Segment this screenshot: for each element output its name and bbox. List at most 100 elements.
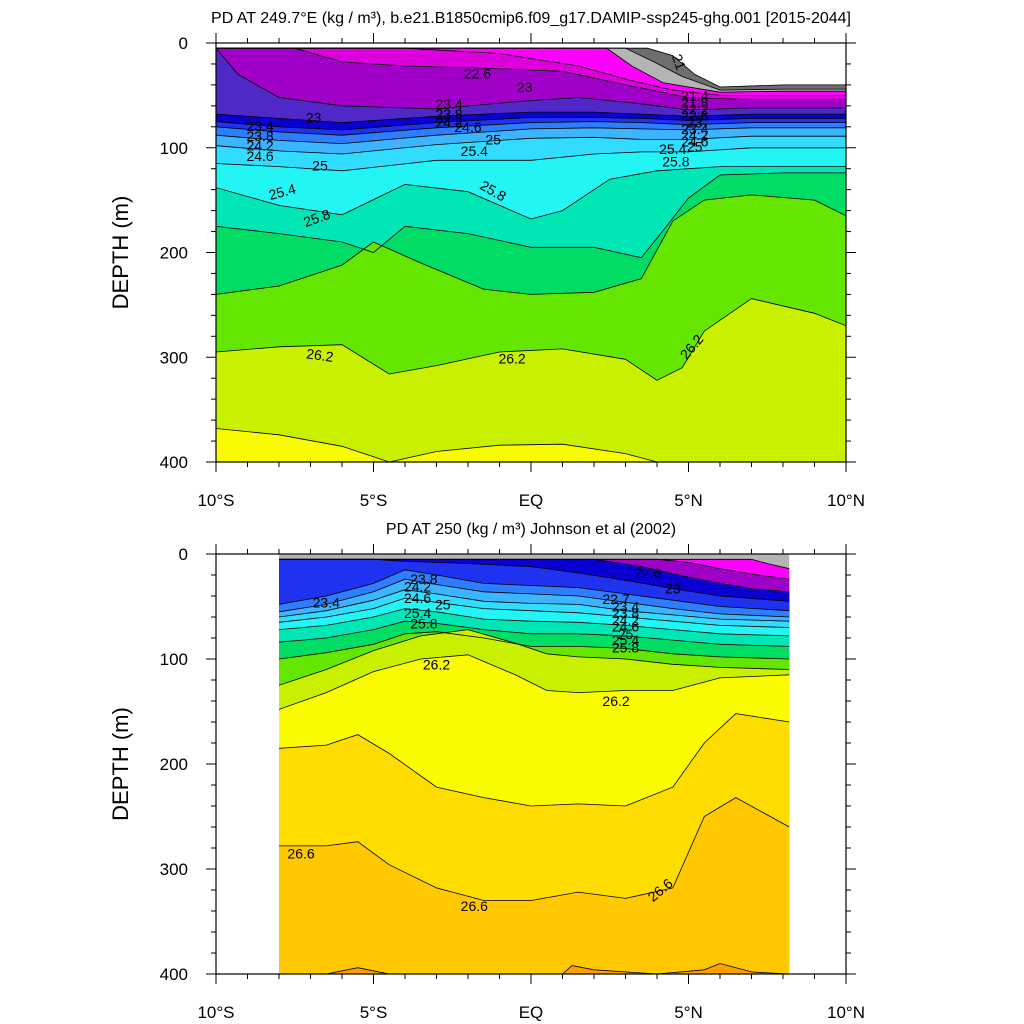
top-contour-line-24.2: [216, 121, 846, 136]
top-contour-label: 24.6: [246, 148, 273, 164]
top-band-17: [216, 428, 846, 462]
bottom-contour-line-23.4: [279, 569, 790, 612]
top-contour-label: 21: [669, 52, 689, 72]
top-y-tick-label: 400: [160, 453, 188, 472]
bottom-y-axis-label: DEPTH (m): [108, 707, 133, 821]
bottom-contour-label: 22.6: [634, 565, 661, 581]
top-contour-panel: 10°S 5°S EQ 5°N 10°N 0 100 200 300 400 DEPTH (m) PD…: [108, 10, 865, 510]
top-chart-title: PD AT 249.7°E (kg / m³), b.e21.B1850cmip…: [211, 10, 851, 27]
top-tick-marks: [206, 33, 856, 472]
top-contour-lines: [216, 47, 846, 462]
bottom-contour-line-25.4: [279, 620, 790, 647]
bottom-band-15: [279, 797, 790, 974]
top-contour-line-23.4: [216, 111, 846, 124]
bottom-y-tick-label: 200: [160, 755, 188, 774]
bottom-x-tick-label: 10°S: [197, 1003, 234, 1022]
bottom-contour-label: 25.4: [404, 605, 431, 621]
top-filled-bands: [216, 43, 846, 462]
top-y-tick-label: 0: [179, 34, 188, 53]
bottom-contour-label: 26.2: [423, 656, 450, 672]
top-y-tick-label: 100: [160, 139, 188, 158]
bottom-contour-label: 24.2: [612, 612, 639, 628]
bottom-contour-line-23: [279, 558, 790, 602]
top-contour-label: 22.2: [681, 101, 708, 117]
top-contour-label: 25.8: [662, 153, 689, 169]
top-y-tick-label: 300: [160, 348, 188, 367]
bottom-y-tick-label: 400: [160, 965, 188, 984]
bottom-contour-label: 26.2: [602, 693, 629, 709]
bottom-x-tick-label: 5°N: [674, 1003, 703, 1022]
top-contour-label: 23: [517, 79, 533, 95]
bottom-contour-label: 26.6: [287, 845, 314, 861]
bottom-contour-lines: [279, 558, 790, 974]
top-contour-label: 25.4: [267, 180, 298, 203]
top-contour-label: 26.2: [498, 350, 525, 366]
bottom-contour-label: 24.2: [404, 579, 431, 595]
bottom-contour-label: 24.6: [612, 618, 639, 634]
top-contour-label: 26.2: [305, 345, 334, 365]
top-contour-line-25: [216, 135, 846, 155]
bottom-x-tick-label: 10°N: [827, 1003, 865, 1022]
bottom-y-tick-label: 100: [160, 650, 188, 669]
bottom-contour-line-25: [279, 608, 790, 637]
top-y-tick-label: 200: [160, 244, 188, 263]
top-contour-label: 23.8: [435, 106, 462, 122]
top-contour-line-22.6: [216, 47, 846, 100]
top-contour-line-25.8: [216, 166, 846, 220]
bottom-contour-line-23.8: [279, 578, 790, 618]
top-contour-line-26: [216, 172, 846, 259]
top-contour-line-21.8: [216, 47, 846, 93]
top-contour-line-23: [216, 47, 846, 111]
top-y-axis-label: DEPTH (m): [108, 196, 133, 310]
top-contour-label: 23.4: [681, 121, 708, 137]
top-contour-label: 25: [312, 158, 328, 174]
bottom-contour-label: 25.4: [612, 632, 639, 648]
top-contour-label: 24.6: [454, 119, 481, 135]
top-contour-label: 23.4: [246, 118, 273, 134]
bottom-tick-marks: [206, 544, 856, 984]
bottom-band-16: [279, 963, 790, 974]
top-contour-label: 24.2: [681, 127, 708, 143]
top-contour-label: 25: [687, 139, 703, 155]
top-band-16: [216, 298, 846, 462]
bottom-filled-bands: [279, 554, 790, 974]
top-contour-label: 21.4: [681, 87, 708, 103]
top-x-tick-label: 10°N: [827, 491, 865, 510]
top-contour-line-26.2: [216, 194, 846, 295]
bottom-contour-label: 23.8: [612, 605, 639, 621]
top-x-tick-label: EQ: [519, 491, 544, 510]
bottom-contour-line-26.4: [279, 713, 790, 807]
top-contour-line-26.6: [216, 428, 846, 462]
top-x-tick-label: 10°S: [197, 491, 234, 510]
top-contour-label: 24.2: [246, 138, 273, 154]
top-contour-line-26.4: [216, 298, 846, 381]
top-contour-label: 23.4: [435, 96, 462, 112]
bottom-x-tick-label: 5°S: [360, 1003, 388, 1022]
top-contour-label: 25: [485, 131, 501, 147]
bottom-contour-label: 23: [665, 581, 681, 597]
top-contour-label: 24.2: [435, 115, 462, 131]
top-contour-line-24.6: [216, 127, 846, 145]
bottom-contour-labels: 23.423.824.224.6 2525.425.826.222.62322.7…: [287, 565, 680, 914]
bottom-contour-line-26.8: [279, 963, 790, 974]
top-contour-label: 25.4: [461, 143, 488, 159]
top-contour-line-23.8: [216, 117, 846, 131]
bottom-contour-label: 23.4: [313, 594, 340, 610]
top-contour-label: 25.4: [659, 141, 686, 157]
top-contour-label: 23: [687, 115, 703, 131]
bottom-contour-line-22.6: [279, 558, 790, 593]
bottom-contour-label: 23.4: [612, 599, 639, 615]
bottom-contour-line-26.6: [279, 797, 790, 901]
bottom-contour-label: 23.8: [410, 571, 437, 587]
bottom-contour-label: 25: [618, 626, 634, 642]
top-contour-label: 23.8: [246, 128, 273, 144]
bottom-contour-label: 25.8: [612, 639, 639, 655]
bottom-contour-line-24.6: [279, 597, 790, 628]
top-contour-label: 22.6: [681, 107, 708, 123]
top-x-tick-label: 5°S: [360, 491, 388, 510]
top-contour-label: 24.6: [681, 133, 708, 149]
top-contour-line-22.2: [216, 47, 846, 96]
bottom-contour-line-26: [279, 629, 790, 686]
bottom-contour-line-25.8: [279, 631, 790, 660]
